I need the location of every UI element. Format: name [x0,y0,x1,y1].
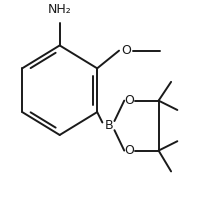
Text: O: O [121,44,131,57]
Text: NH₂: NH₂ [48,3,72,16]
Text: B: B [104,119,113,132]
Text: O: O [124,144,134,157]
Text: O: O [124,94,134,107]
